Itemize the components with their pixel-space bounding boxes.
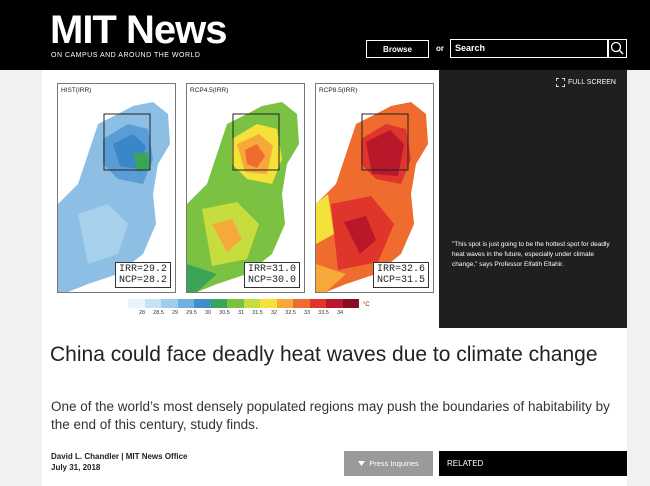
legend-swatch: [144, 299, 161, 308]
legend-tick: 30.5: [219, 310, 230, 316]
legend-tick: 33.5: [318, 310, 329, 316]
publish-date: July 31, 2018: [51, 463, 101, 472]
map-hist-graphic: [58, 102, 170, 292]
left-gutter: [0, 70, 42, 486]
ncp-value: NCP=31.5: [376, 275, 425, 286]
search-icon: [610, 41, 624, 55]
panel-label: RCP8.5(IRR): [319, 87, 358, 94]
byline: David L. Chandler | MIT News Office July…: [51, 451, 187, 473]
legend-tick: 29.5: [186, 310, 197, 316]
panel-label: HIST(IRR): [61, 87, 92, 94]
legend-swatch: [293, 299, 310, 308]
map-panel-rcp45: RCP4.5(IRR) IRR=31.0 NCP=30.0: [186, 83, 305, 293]
or-label: or: [436, 44, 444, 53]
fullscreen-button[interactable]: FULL SCREEN: [556, 78, 616, 87]
legend-swatch: [161, 299, 178, 308]
panel-stats: IRR=31.0 NCP=30.0: [243, 262, 300, 288]
search-button[interactable]: [608, 39, 627, 58]
legend-tick: 28.5: [153, 310, 164, 316]
related-header: RELATED: [439, 451, 627, 476]
site-header: MIT News ON CAMPUS AND AROUND THE WORLD …: [0, 0, 650, 70]
caret-down-icon: [358, 461, 366, 466]
author-line: David L. Chandler | MIT News Office: [51, 452, 188, 461]
caption-panel: [439, 70, 627, 328]
legend-swatch: [177, 299, 194, 308]
panel-stats: IRR=29.2 NCP=28.2: [114, 262, 171, 288]
legend-swatch: [210, 299, 227, 308]
legend-tick: 34: [336, 310, 344, 316]
browse-button[interactable]: Browse: [366, 40, 429, 58]
legend-swatch: [128, 299, 145, 308]
legend-tick: 28: [138, 310, 146, 316]
legend-swatch: [342, 299, 359, 308]
legend-tick: 33: [303, 310, 311, 316]
legend-tick: 30: [204, 310, 212, 316]
color-legend: [128, 299, 359, 308]
fullscreen-icon: [556, 78, 565, 87]
legend-swatch: [243, 299, 260, 308]
press-inquiries-label: Press Inquiries: [369, 459, 419, 468]
article-dek: One of the world’s most densely populate…: [51, 399, 610, 432]
legend-swatch: [227, 299, 244, 308]
article-title: China could face deadly heat waves due t…: [50, 343, 598, 366]
map-rcp85-graphic: [316, 102, 428, 292]
panel-stats: IRR=32.6 NCP=31.5: [372, 262, 429, 288]
legend-swatch: [260, 299, 277, 308]
image-caption: "This spot is just going to be the hotte…: [452, 241, 610, 268]
press-inquiries-button[interactable]: Press Inquiries: [344, 451, 433, 476]
legend-tick: 32: [270, 310, 278, 316]
legend-tick: 29: [171, 310, 179, 316]
legend-swatch: [309, 299, 326, 308]
ncp-value: NCP=30.0: [247, 275, 296, 286]
search-input[interactable]: Search: [450, 39, 608, 58]
panel-label: RCP4.5(IRR): [190, 87, 229, 94]
site-logo[interactable]: MIT News: [50, 8, 227, 52]
legend-unit: °C: [363, 302, 370, 308]
legend-swatch: [326, 299, 343, 308]
ncp-value: NCP=28.2: [118, 275, 167, 286]
right-gutter: [627, 70, 650, 486]
site-tagline: ON CAMPUS AND AROUND THE WORLD: [51, 52, 201, 59]
legend-tick: 31.5: [252, 310, 263, 316]
irr-value: IRR=29.2: [118, 264, 167, 275]
fullscreen-label: FULL SCREEN: [568, 79, 616, 86]
irr-value: IRR=31.0: [247, 264, 296, 275]
map-panel-rcp85: RCP8.5(IRR) IRR=32.6 NCP=31.5: [315, 83, 434, 293]
legend-swatch: [276, 299, 293, 308]
irr-value: IRR=32.6: [376, 264, 425, 275]
legend-tick: 31: [237, 310, 245, 316]
legend-tick: 32.5: [285, 310, 296, 316]
map-rcp45-graphic: [187, 102, 299, 292]
legend-swatch: [194, 299, 211, 308]
map-panel-hist: HIST(IRR) IRR=29.2 NCP=28.2: [57, 83, 176, 293]
